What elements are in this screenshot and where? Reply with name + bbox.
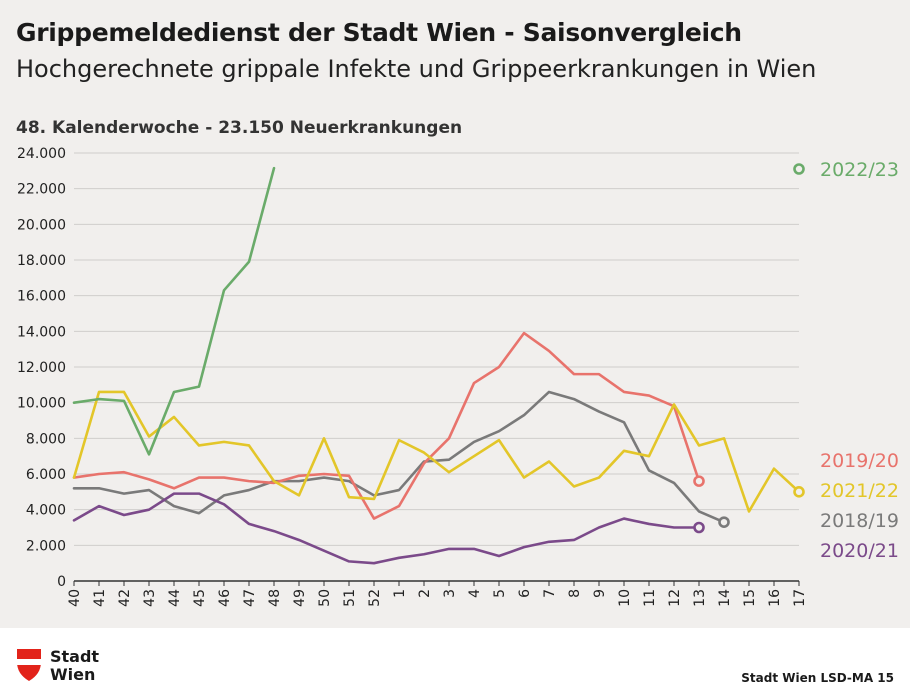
legend-label-2020-21: 2020/21 bbox=[820, 540, 899, 562]
x-tick-label: 10 bbox=[617, 589, 633, 607]
x-tick-label: 41 bbox=[92, 589, 108, 607]
series-lines bbox=[72, 166, 805, 565]
logo-line-1: Stadt bbox=[50, 647, 100, 666]
x-tick-label: 11 bbox=[642, 589, 658, 607]
series-end-marker-2021-22 bbox=[793, 486, 805, 498]
x-tick-label: 45 bbox=[192, 589, 208, 607]
x-tick-label: 14 bbox=[717, 589, 733, 607]
x-tick-label: 12 bbox=[667, 589, 683, 607]
y-tick-label: 2.000 bbox=[26, 538, 66, 554]
series-line-2018-19 bbox=[72, 390, 726, 524]
legend-label-2022-23: 2022/23 bbox=[820, 159, 899, 181]
x-axis: 40 41 42 43 44 45 46 47 48 49 50 51 52 1 2 3 4 5 6 7 8 9 10 11 1… bbox=[67, 580, 808, 607]
x-tick-label: 7 bbox=[542, 589, 558, 598]
x-tick-label: 9 bbox=[592, 589, 608, 598]
y-tick-label: 10.000 bbox=[17, 396, 66, 412]
y-tick-label: 12.000 bbox=[17, 360, 66, 376]
chart-title: Grippemeldedienst der Stadt Wien - Saiso… bbox=[16, 18, 742, 47]
y-tick-label: 8.000 bbox=[26, 431, 66, 447]
x-tick-label: 52 bbox=[367, 589, 383, 607]
series-line-2019-20 bbox=[72, 331, 701, 520]
x-tick-label: 40 bbox=[67, 589, 83, 607]
source-credit: Stadt Wien LSD-MA 15 bbox=[741, 671, 894, 685]
legend-marker-2022-23 bbox=[793, 163, 805, 175]
x-tick-label: 17 bbox=[792, 589, 808, 607]
footer bbox=[0, 628, 910, 696]
legend-label-2021-22: 2021/22 bbox=[820, 480, 899, 502]
grid-lines bbox=[74, 152, 799, 546]
y-tick-label: 16.000 bbox=[17, 289, 66, 305]
series-end-marker-2020-21 bbox=[693, 521, 705, 534]
x-tick-label: 50 bbox=[317, 589, 333, 607]
logo-line-2: Wien bbox=[50, 665, 96, 684]
legend-label-2019-20: 2019/20 bbox=[820, 450, 899, 472]
y-tick-label: 22.000 bbox=[17, 182, 66, 198]
stadt-wien-logo-text: Stadt Wien bbox=[50, 648, 99, 684]
x-tick-label: 16 bbox=[767, 589, 783, 607]
x-tick-label: 3 bbox=[442, 589, 458, 598]
y-tick-label: 24.000 bbox=[17, 146, 66, 162]
series-end-marker-2018-19 bbox=[718, 516, 730, 528]
series-line-2020-21 bbox=[72, 492, 701, 565]
y-tick-label: 14.000 bbox=[17, 324, 66, 340]
y-tick-label: 0 bbox=[57, 574, 66, 590]
series-end-marker-2019-20 bbox=[693, 475, 705, 487]
x-tick-label: 5 bbox=[492, 589, 508, 598]
x-tick-label: 47 bbox=[242, 589, 258, 607]
legend: 2018/19 2019/20 2020/21 2021/22 2022/23 bbox=[793, 159, 899, 562]
x-tick-label: 15 bbox=[742, 589, 758, 607]
legend-label-2018-19: 2018/19 bbox=[820, 510, 899, 532]
y-tick-label: 20.000 bbox=[17, 217, 66, 233]
x-tick-label: 4 bbox=[467, 589, 483, 598]
x-tick-label: 6 bbox=[517, 589, 533, 598]
y-tick-label: 4.000 bbox=[26, 503, 66, 519]
chart-subtitle: Hochgerechnete grippale Infekte und Grip… bbox=[16, 55, 817, 83]
x-tick-label: 49 bbox=[292, 589, 308, 607]
x-tick-label: 1 bbox=[392, 589, 408, 598]
series-line-2021-22 bbox=[72, 390, 801, 513]
x-tick-label: 42 bbox=[117, 589, 133, 607]
series-line-2022-23 bbox=[72, 166, 276, 456]
x-tick-label: 13 bbox=[692, 589, 708, 607]
x-tick-label: 46 bbox=[217, 589, 233, 607]
x-tick-label: 51 bbox=[342, 589, 358, 607]
x-tick-label: 48 bbox=[267, 589, 283, 607]
line-chart: 0 2.000 4.000 6.000 8.000 10.000 12.000 14.000 1… bbox=[17, 146, 899, 607]
y-tick-label: 6.000 bbox=[26, 467, 66, 483]
y-axis: 0 2.000 4.000 6.000 8.000 10.000 12.000 14.000 1… bbox=[17, 146, 66, 590]
chart-caption: 48. Kalenderwoche - 23.150 Neuerkrankung… bbox=[16, 118, 463, 138]
vienna-flag-icon bbox=[17, 649, 41, 681]
x-tick-label: 44 bbox=[167, 589, 183, 607]
x-tick-label: 8 bbox=[567, 589, 583, 598]
x-tick-label: 2 bbox=[417, 589, 433, 598]
y-tick-label: 18.000 bbox=[17, 253, 66, 269]
x-tick-label: 43 bbox=[142, 589, 158, 607]
